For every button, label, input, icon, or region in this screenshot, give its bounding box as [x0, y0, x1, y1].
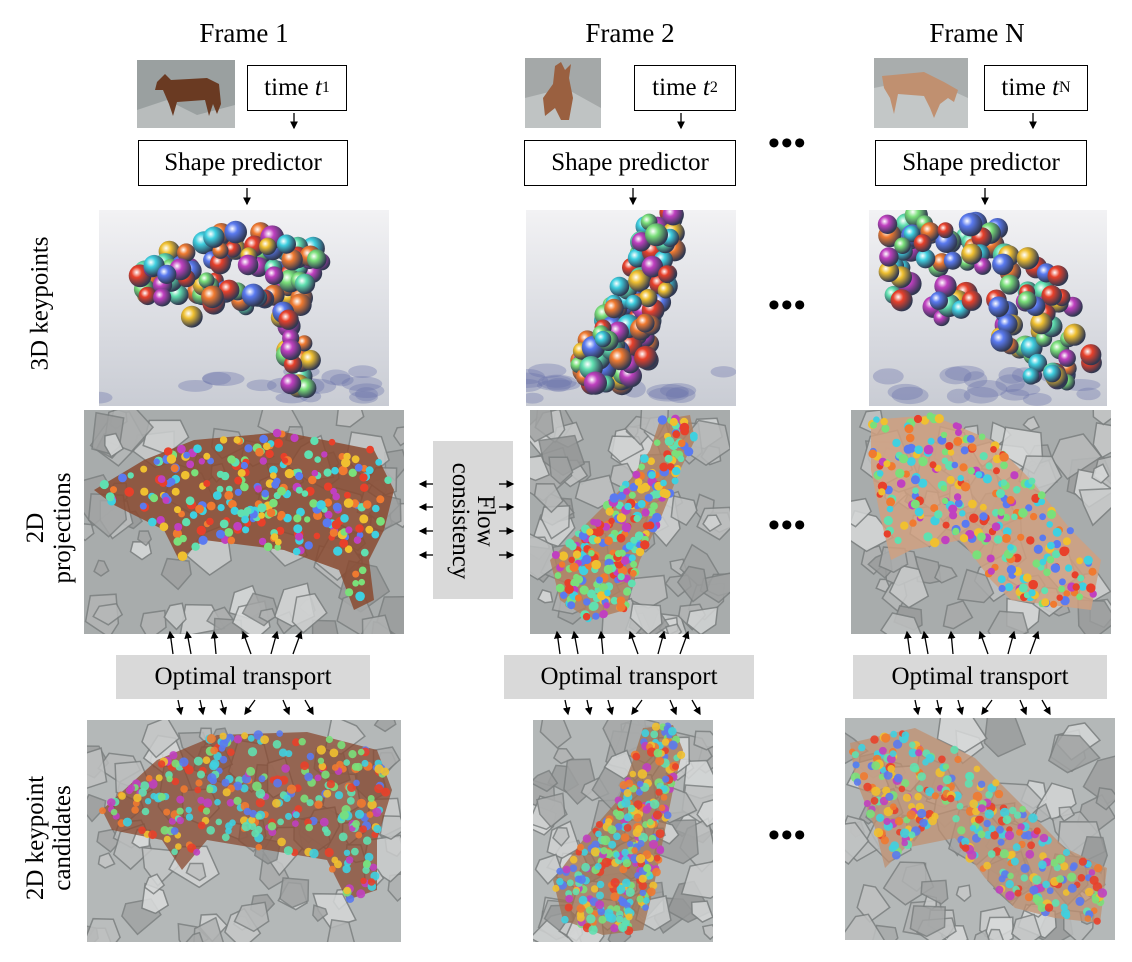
- ellipsis-2d: •••: [768, 507, 807, 544]
- time-variable: t: [314, 74, 322, 101]
- row-label-2d-projections: 2D projections: [22, 448, 78, 608]
- flow-consistency-box: [433, 441, 513, 599]
- frame-1-2d-candidates-image: [87, 720, 401, 942]
- time-variable: t: [1052, 74, 1060, 101]
- time-label: time: [264, 74, 309, 101]
- row-label-3d-keypoints: 3D keypoints: [26, 236, 54, 371]
- frame-2-3d-keypoints-image: [526, 210, 736, 406]
- flow-line: Flow: [472, 495, 499, 547]
- frame-n-shape-predictor: Shape predictor: [875, 140, 1087, 186]
- row-label-2d-keypoint-candidates: 2D keypoint candidates: [22, 740, 78, 936]
- ellipsis-3d: •••: [768, 287, 807, 324]
- frame-n-optimal-transport: Optimal transport: [853, 655, 1107, 699]
- time-subscript: 2: [709, 79, 718, 96]
- flow-line: consistency: [447, 462, 474, 580]
- frame-1-2d-projections-image: [84, 410, 404, 634]
- time-subscript: N: [1059, 79, 1071, 96]
- frame-1-title: Frame 1: [199, 18, 289, 48]
- frame-2-2d-projections-image: [530, 410, 730, 634]
- frame-n-3d-keypoints-image: [869, 210, 1107, 406]
- frame-2-shape-predictor: Shape predictor: [524, 140, 736, 186]
- row-label-line: 2D keypoint: [22, 775, 49, 901]
- time-label: time: [1001, 74, 1046, 101]
- row-label-line: projections: [49, 472, 76, 584]
- frame-2-title: Frame 2: [585, 18, 675, 48]
- frame-1-3d-keypoints-image: [99, 210, 389, 406]
- ellipsis-candidates: •••: [768, 817, 807, 854]
- time-label: time: [652, 74, 697, 101]
- frame-n-title: Frame N: [929, 18, 1025, 48]
- row-label-line: candidates: [49, 785, 76, 891]
- frame-2-thumbnail: [525, 58, 601, 128]
- frame-1-shape-predictor: Shape predictor: [138, 140, 348, 186]
- frame-2-optimal-transport: Optimal transport: [504, 655, 754, 699]
- frame-2-2d-candidates-image: [533, 720, 713, 942]
- time-subscript: 1: [321, 79, 330, 96]
- flow-consistency-label: Flow consistency: [447, 441, 499, 601]
- time-variable: t: [702, 74, 710, 101]
- frame-n-2d-candidates-image: [845, 718, 1115, 940]
- ellipsis-top: •••: [768, 125, 807, 162]
- frame-1-optimal-transport: Optimal transport: [116, 655, 370, 699]
- row-label-line: 2D: [22, 512, 49, 544]
- frame-n-2d-projections-image: [851, 410, 1111, 634]
- frame-n-thumbnail: [874, 58, 968, 128]
- frame-1-thumbnail: [137, 60, 235, 128]
